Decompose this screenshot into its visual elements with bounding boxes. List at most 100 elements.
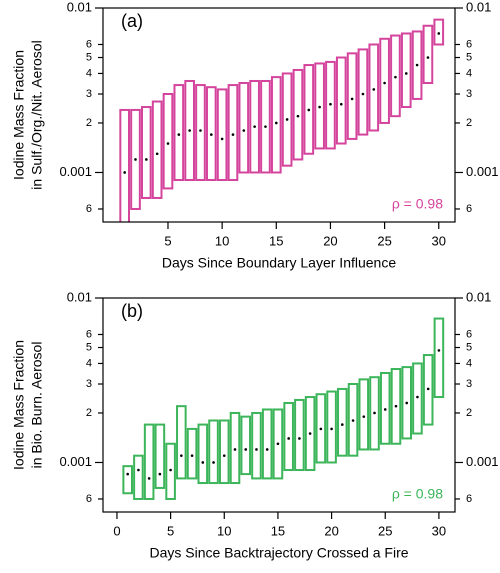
y2-tick-label: 5 <box>466 51 472 63</box>
box <box>162 93 174 190</box>
y2-tick-label: 4 <box>466 67 472 79</box>
median-dot <box>244 448 248 451</box>
median-dot <box>383 81 386 85</box>
box <box>229 411 241 485</box>
median-dot <box>134 158 137 161</box>
box <box>140 106 152 199</box>
plot-frame <box>102 7 456 223</box>
median-dot <box>276 442 280 446</box>
x-tick-label: 5 <box>167 523 174 538</box>
y-tick-label: 6 <box>86 328 92 340</box>
median-dot <box>210 133 213 136</box>
y-axis-label: Iodine Mass Fraction <box>11 340 27 470</box>
box <box>272 408 284 480</box>
box <box>216 88 228 182</box>
box <box>227 84 239 182</box>
median-dot <box>341 423 344 426</box>
y2-tick-label: 2 <box>466 117 472 129</box>
box <box>249 79 260 174</box>
box <box>347 383 359 457</box>
box <box>390 34 401 118</box>
box <box>294 398 305 472</box>
median-dot <box>308 432 312 435</box>
median-dot <box>405 401 409 405</box>
box <box>390 368 402 445</box>
median-dot <box>296 114 300 118</box>
median-dot <box>253 125 256 128</box>
box <box>165 442 176 500</box>
median-dot <box>373 411 376 415</box>
y-tick-label: 5 <box>86 341 92 353</box>
median-dot <box>242 129 246 132</box>
median-dot <box>351 419 355 422</box>
median-dot <box>212 461 215 464</box>
box <box>122 465 133 495</box>
y2-tick-label: 6 <box>466 38 472 50</box>
x-tick-label: 30 <box>432 233 446 248</box>
box <box>326 390 337 464</box>
box <box>401 366 413 440</box>
median-dot <box>166 142 170 145</box>
y-tick-label: 0.01 <box>67 0 92 14</box>
y-tick-label: 4 <box>86 67 92 79</box>
box <box>379 37 390 124</box>
x-tick-label: 10 <box>215 233 229 248</box>
x-axis-label: Days Since Backtrajectory Crossed a Fire <box>149 545 408 561</box>
box <box>240 415 252 476</box>
box <box>369 376 380 451</box>
annotation: ρ = 0.98 <box>392 196 443 212</box>
box <box>422 354 434 426</box>
box <box>335 56 347 145</box>
median-dot <box>180 454 183 457</box>
median-dot <box>416 395 419 399</box>
y-tick-label: 0.01 <box>67 289 92 304</box>
median-dot <box>177 133 181 136</box>
median-dot <box>361 92 365 96</box>
y-tick-label: 2 <box>86 117 92 129</box>
median-dot <box>147 477 151 480</box>
box <box>315 393 327 464</box>
box <box>412 362 423 435</box>
y2-tick-label: 0.01 <box>466 0 491 14</box>
box <box>303 64 315 155</box>
box <box>261 408 273 480</box>
box <box>283 401 294 472</box>
plot-area <box>119 18 445 222</box>
y-tick-label: 4 <box>86 357 92 369</box>
box <box>292 68 304 161</box>
x-tick-label: 25 <box>378 523 392 538</box>
box <box>304 396 316 472</box>
box <box>433 317 445 399</box>
box <box>151 100 163 199</box>
box <box>314 62 325 150</box>
median-dot <box>362 415 366 418</box>
y-axis-label: Iodine Mass Fraction <box>11 50 27 180</box>
median-dot <box>372 88 376 91</box>
box <box>176 405 187 480</box>
median-dot <box>285 118 289 121</box>
median-dot <box>199 129 202 132</box>
median-dot <box>265 448 269 451</box>
median-dot <box>264 125 267 128</box>
median-dot <box>274 121 278 125</box>
y2-tick-label: 6 <box>466 328 472 340</box>
box <box>184 79 195 182</box>
median-dot <box>233 448 237 451</box>
box <box>379 371 391 445</box>
panel-label: (b) <box>121 301 143 321</box>
median-dot <box>155 152 159 156</box>
box <box>422 24 434 84</box>
median-dot <box>426 56 430 59</box>
box <box>260 79 271 174</box>
box <box>208 419 219 485</box>
box <box>368 43 380 132</box>
y-axis-label: in Bio. Burn. Aerosol <box>29 342 45 469</box>
median-dot <box>394 404 398 408</box>
box <box>270 76 282 174</box>
box <box>173 84 185 182</box>
median-dot <box>298 437 301 440</box>
y2-tick-label: 3 <box>466 378 472 390</box>
y-tick-label: 3 <box>86 378 92 390</box>
y2-tick-label: 0.01 <box>466 289 491 304</box>
